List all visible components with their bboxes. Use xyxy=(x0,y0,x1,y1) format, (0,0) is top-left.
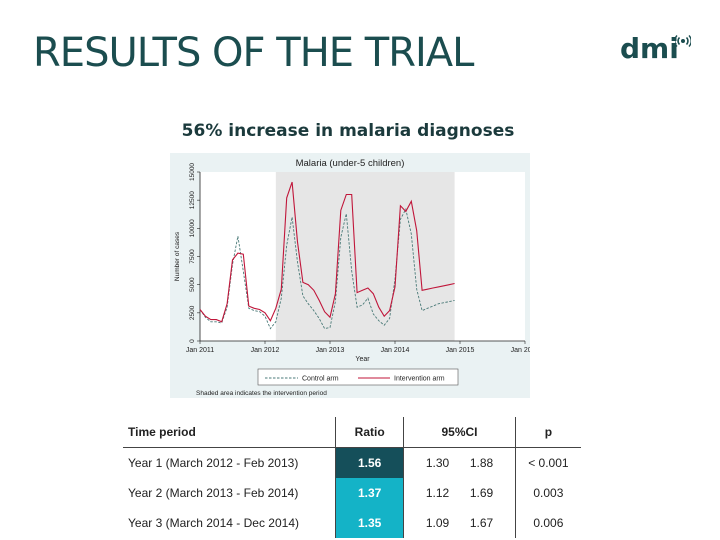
logo-text: dmi xyxy=(620,32,679,65)
table-row: Year 3 (March 2014 - Dec 2014) 1.35 1.09… xyxy=(123,508,581,538)
x-tick-label: Jan 2011 xyxy=(186,347,214,354)
period-cell: Year 2 (March 2013 - Feb 2014) xyxy=(128,486,299,500)
legend-box xyxy=(257,368,459,386)
x-tick-label: Jan 2016 xyxy=(511,347,530,354)
header-ci: 95%CI xyxy=(403,417,516,448)
y-tick-label: 2500 xyxy=(189,305,196,320)
y-tick-label: 5000 xyxy=(189,277,196,292)
x-tick-label: Jan 2012 xyxy=(251,347,280,354)
ratio-cell: 1.56 xyxy=(335,447,405,478)
chart-title: Malaria (under-5 children) xyxy=(296,158,405,169)
ci-cell: 1.30 1.88 xyxy=(403,447,516,478)
malaria-chart: Malaria (under-5 children) 0 2500 5000 7500 1… xyxy=(170,153,530,398)
header-period: Time period xyxy=(123,417,336,448)
x-axis-label: Year xyxy=(355,356,370,363)
x-tick-label: Jan 2014 xyxy=(381,347,410,354)
table-row: Year 1 (March 2012 - Feb 2013) 1.56 1.30… xyxy=(123,447,581,478)
x-tick-label: Jan 2015 xyxy=(446,347,475,354)
header-p: p xyxy=(515,417,581,448)
chart-note: Shaded area indicates the intervention p… xyxy=(196,390,327,397)
period-cell: Year 1 (March 2012 - Feb 2013) xyxy=(128,456,299,470)
results-table: Time period Ratio 95%CI p Year 1 (March … xyxy=(123,417,581,538)
slide-title: RESULTS OF THE TRIAL xyxy=(33,30,474,76)
broadcast-icon xyxy=(675,35,691,47)
ci-low: 1.30 xyxy=(425,456,450,470)
chart-headline: 56% increase in malaria diagnoses xyxy=(181,121,515,141)
y-axis-label: Number of cases xyxy=(174,231,181,281)
table-header-row: Time period Ratio 95%CI p xyxy=(123,417,581,448)
p-cell: < 0.001 xyxy=(528,456,569,470)
ci-low: 1.12 xyxy=(425,486,450,500)
chart-svg: Malaria (under-5 children) 0 2500 5000 7500 1… xyxy=(174,158,530,397)
period-cell: Year 3 (March 2014 - Dec 2014) xyxy=(128,516,299,530)
control-arm-line xyxy=(199,207,455,330)
p-cell: 0.003 xyxy=(533,486,564,500)
header-ratio: Ratio xyxy=(335,417,405,448)
p-cell: 0.006 xyxy=(533,516,564,530)
intervention-arm-line xyxy=(199,181,455,323)
ratio-cell: 1.37 xyxy=(335,478,405,508)
legend-intervention-label: Intervention arm xyxy=(394,376,445,383)
ci-cell: 1.12 1.69 xyxy=(403,478,516,508)
ci-high: 1.88 xyxy=(469,456,494,470)
y-tick-label: 0 xyxy=(189,339,196,343)
ci-low: 1.09 xyxy=(425,516,450,530)
y-tick-label: 7500 xyxy=(189,249,196,264)
dmi-logo: dmi xyxy=(620,32,691,68)
ci-high: 1.69 xyxy=(469,486,494,500)
y-tick-label: 10000 xyxy=(189,219,196,237)
ci-cell: 1.09 1.67 xyxy=(403,508,516,538)
y-tick-label: 12500 xyxy=(189,191,196,209)
intervention-period-shade xyxy=(275,172,455,341)
ci-high: 1.67 xyxy=(469,516,494,530)
x-tick-label: Jan 2013 xyxy=(316,347,345,354)
ratio-cell: 1.35 xyxy=(335,508,405,538)
y-tick-label: 15000 xyxy=(189,163,196,181)
table-row: Year 2 (March 2013 - Feb 2014) 1.37 1.12… xyxy=(123,478,581,508)
legend-control-label: Control arm xyxy=(302,376,339,383)
